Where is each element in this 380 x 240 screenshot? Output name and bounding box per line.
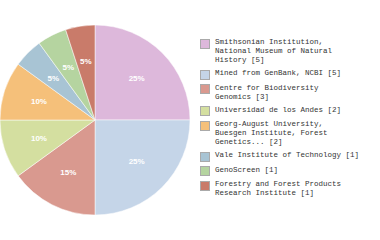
- html-text:Forestry and Forest Products R: Forestry and Forest Products Research In…: [215, 180, 341, 197]
- svg-text:10%: 10%: [31, 134, 47, 143]
- svg-text:5%: 5%: [80, 57, 92, 66]
- svg-text:25%: 25%: [129, 157, 145, 166]
- html-text:Georg-August University, Buesg: Georg-August University, Buesgen Institu…: [215, 120, 328, 146]
- svg-text:25%: 25%: [129, 74, 145, 83]
- svg-text:5%: 5%: [62, 63, 74, 72]
- svg-text:5%: 5%: [48, 74, 60, 83]
- svg-text:15%: 15%: [60, 168, 76, 177]
- html-text:Vale Institute of Technology [: Vale Institute of Technology [1]: [215, 151, 359, 159]
- html-text:Universidad de los Andes [2]: Universidad de los Andes [2]: [215, 105, 341, 114]
- html-text:Mined from GenBank, NCBI [5]: Mined from GenBank, NCBI [5]: [215, 69, 341, 77]
- html-text:Centre for Biodiversity Genomi: Centre for Biodiversity Genomics [3]: [215, 83, 319, 101]
- html-text:GenoScreen [1]: GenoScreen [1]: [215, 165, 278, 174]
- svg-text:10%: 10%: [31, 97, 47, 106]
- html-text:Smithsonian Institution, Natio: Smithsonian Institution, National Museum…: [215, 38, 332, 64]
